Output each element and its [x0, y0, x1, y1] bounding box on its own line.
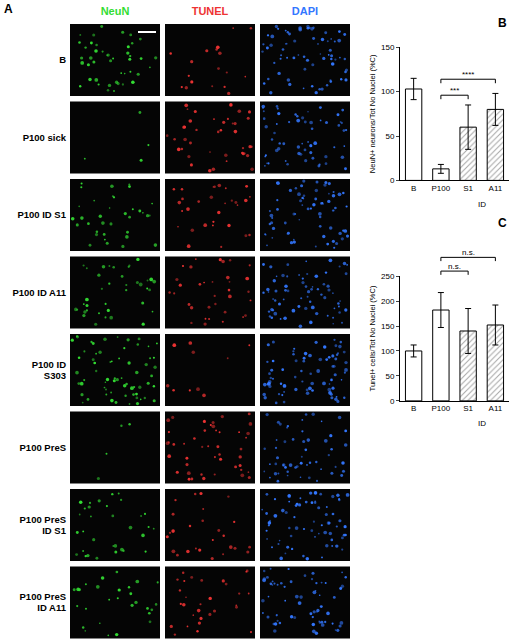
- svg-text:50: 50: [385, 372, 394, 381]
- svg-text:ID S1: ID S1: [42, 525, 66, 536]
- svg-text:150: 150: [381, 43, 395, 52]
- svg-text:DAPI: DAPI: [292, 5, 318, 17]
- svg-text:TUNEL: TUNEL: [192, 5, 229, 17]
- svg-text:ID: ID: [478, 419, 486, 428]
- svg-text:P100 ID: P100 ID: [32, 359, 66, 370]
- svg-text:B: B: [411, 404, 416, 413]
- svg-text:0: 0: [390, 176, 395, 185]
- svg-text:n.s.: n.s.: [448, 262, 461, 271]
- svg-text:P100: P100: [432, 184, 451, 193]
- svg-text:150: 150: [381, 322, 395, 331]
- svg-text:A: A: [4, 2, 13, 16]
- svg-text:P100 PreS: P100 PreS: [20, 514, 66, 525]
- svg-text:***: ***: [450, 86, 459, 95]
- svg-text:200: 200: [381, 297, 395, 306]
- svg-text:ID: ID: [478, 200, 486, 209]
- svg-text:P100 PreS: P100 PreS: [20, 591, 66, 602]
- svg-text:100: 100: [381, 87, 395, 96]
- svg-text:NeuN+ neurons/Tot No Nuclei (%: NeuN+ neurons/Tot No Nuclei (%C): [368, 54, 377, 173]
- svg-text:A11: A11: [489, 184, 503, 193]
- svg-text:50: 50: [385, 132, 394, 141]
- svg-text:P100: P100: [432, 404, 451, 413]
- svg-text:n.s.: n.s.: [462, 248, 475, 257]
- svg-text:A11: A11: [489, 404, 503, 413]
- svg-text:P100 sick: P100 sick: [23, 132, 67, 143]
- svg-text:NeuN: NeuN: [101, 5, 130, 17]
- svg-text:S303: S303: [44, 370, 66, 381]
- svg-text:100: 100: [381, 347, 395, 356]
- svg-text:S1: S1: [463, 184, 473, 193]
- svg-text:C: C: [498, 216, 507, 230]
- svg-text:ID A11: ID A11: [37, 602, 66, 613]
- svg-text:250: 250: [381, 272, 395, 281]
- svg-text:P100 PreS: P100 PreS: [20, 442, 66, 453]
- svg-text:Tunel+ cells/Tot No Nuclei (%C: Tunel+ cells/Tot No Nuclei (%C): [368, 285, 377, 391]
- svg-text:P100 ID A11: P100 ID A11: [12, 287, 66, 298]
- svg-text:S1: S1: [463, 404, 473, 413]
- svg-text:B: B: [411, 184, 416, 193]
- svg-text:B: B: [498, 16, 507, 30]
- svg-text:****: ****: [462, 70, 474, 79]
- svg-text:B: B: [59, 54, 66, 65]
- svg-text:0: 0: [390, 397, 395, 406]
- svg-text:P100 ID S1: P100 ID S1: [17, 209, 66, 220]
